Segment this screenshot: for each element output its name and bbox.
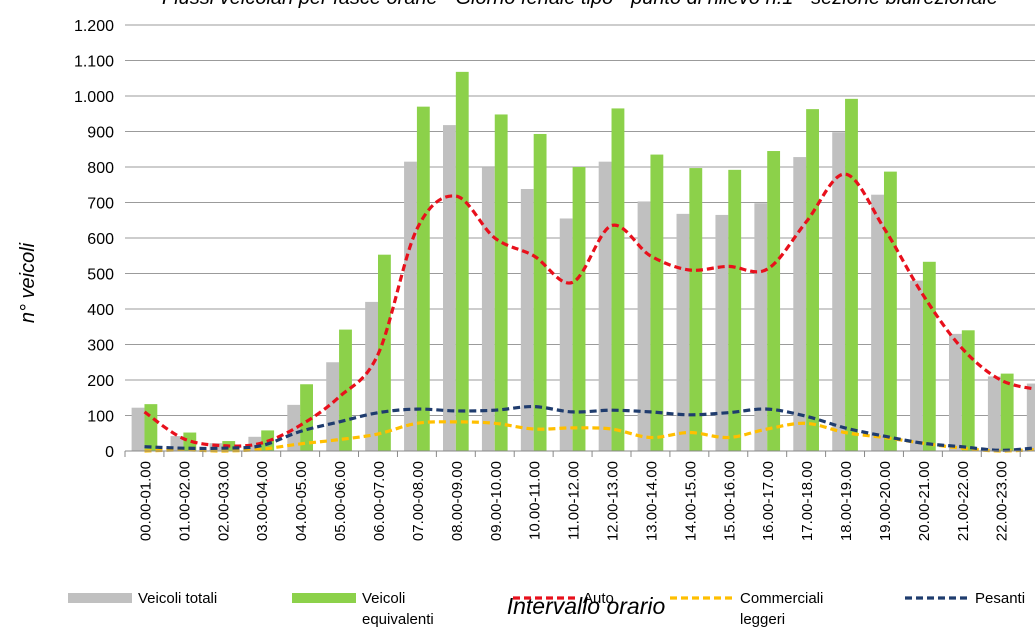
bar xyxy=(883,171,897,452)
bar xyxy=(910,280,923,451)
legend-swatch xyxy=(68,593,132,603)
x-tick-label: 05.00-06.00 xyxy=(332,461,349,541)
x-tick-label: 01.00-02.00 xyxy=(176,461,193,541)
x-tick-label: 13.00-14.00 xyxy=(643,461,660,541)
y-axis: 0 100 200 300 400 500 600 700 800 900 1.000 1.100 1.… xyxy=(74,18,114,461)
bar xyxy=(377,254,391,451)
x-tick-label: 20.00-21.00 xyxy=(916,461,933,541)
bar xyxy=(767,151,781,451)
x-tick-label: 04.00-05.00 xyxy=(293,461,310,541)
x-tick-label: 11.00-12.00 xyxy=(566,461,583,540)
bar xyxy=(676,213,690,451)
bar xyxy=(494,114,508,452)
bar xyxy=(416,106,430,452)
bar xyxy=(832,132,846,451)
x-tick-label: 02.00-03.00 xyxy=(215,461,232,541)
x-tick-label: 12.00-13.00 xyxy=(605,461,622,541)
bar xyxy=(689,168,703,451)
bar xyxy=(183,432,197,451)
legend-label: Veicoli equivalenti xyxy=(362,590,434,628)
y-tick-label: 700 xyxy=(87,196,114,213)
bar xyxy=(650,154,664,451)
bar xyxy=(845,98,858,451)
legend-label: Commerciali leggeri xyxy=(740,590,823,628)
x-tick-label: 10.00-11.00 xyxy=(527,461,544,540)
y-tick-label: 400 xyxy=(87,302,114,319)
x-tick-label: 00.00-01.00 xyxy=(138,461,155,541)
x-axis: 00.00-01.00 01.00-02.00 02.00-03.00 03.00-0… xyxy=(124,451,1035,541)
y-tick-label: 1.100 xyxy=(74,54,114,71)
x-tick-label: 09.00-10.00 xyxy=(488,461,505,541)
series-line xyxy=(143,172,1035,448)
bar xyxy=(922,261,936,451)
lines xyxy=(143,172,1035,453)
legend-label: Auto xyxy=(583,590,614,607)
bar xyxy=(806,109,819,451)
y-tick-label: 800 xyxy=(87,160,114,177)
x-tick-label: 08.00-09.00 xyxy=(449,461,466,541)
x-tick-label: 07.00-08.00 xyxy=(410,461,427,541)
bar xyxy=(533,133,547,452)
legend-label: Veicoli totali xyxy=(138,590,217,607)
series-line xyxy=(144,404,1035,452)
y-tick-label: 600 xyxy=(87,231,114,248)
y-tick-label: 900 xyxy=(87,125,114,142)
bar xyxy=(1000,373,1014,451)
bar xyxy=(144,404,158,451)
bar xyxy=(481,167,495,451)
y-tick-label: 1.200 xyxy=(74,18,114,35)
bar xyxy=(961,330,975,451)
bar xyxy=(871,194,884,451)
bar xyxy=(987,376,1001,451)
x-tick-label: 19.00-20.00 xyxy=(877,461,894,541)
x-tick-label: 03.00-04.00 xyxy=(254,461,271,541)
bar xyxy=(793,157,807,451)
x-tick-label: 16.00-17.00 xyxy=(760,461,777,541)
x-tick-label: 14.00-15.00 xyxy=(682,461,699,541)
bar xyxy=(442,125,456,452)
bar xyxy=(728,169,742,451)
x-tick-label: 15.00-16.00 xyxy=(721,461,738,541)
y-tick-label: 500 xyxy=(87,267,114,284)
x-axis-label: Intervallo orario xyxy=(507,593,666,619)
bar xyxy=(948,333,962,451)
legend: Veicoli totali Veicoli equivalenti Auto Comm… xyxy=(68,590,1025,628)
bar xyxy=(715,214,729,451)
x-tick-label: 21.00-22.00 xyxy=(955,461,972,541)
y-tick-label: 1.000 xyxy=(74,89,114,106)
x-tick-label: 18.00-19.00 xyxy=(838,461,855,541)
bar xyxy=(637,201,651,451)
bar xyxy=(598,161,612,452)
legend-label: Pesanti xyxy=(975,590,1025,607)
bar xyxy=(455,71,469,452)
y-tick-label: 0 xyxy=(105,444,114,461)
y-tick-label: 100 xyxy=(87,409,114,426)
bar xyxy=(754,203,768,451)
bar xyxy=(131,407,145,451)
bar xyxy=(365,301,378,451)
bar xyxy=(520,189,534,451)
y-tick-label: 300 xyxy=(87,338,114,355)
y-tick-label: 200 xyxy=(87,373,114,390)
x-tick-label: 17.00-18.00 xyxy=(799,461,816,541)
x-tick-label: 22.00-23.00 xyxy=(994,461,1011,541)
bar xyxy=(300,384,313,451)
bar xyxy=(287,404,301,451)
y-axis-label: n° veicoli xyxy=(17,242,39,323)
chart-title: Flussi veicolari per fasce orarie - Gior… xyxy=(162,0,998,9)
x-tick-label: 06.00-07.00 xyxy=(371,461,388,541)
bar xyxy=(611,108,625,452)
legend-swatch xyxy=(292,593,356,603)
x-tick-label: 23.00-24.00 xyxy=(1033,461,1035,541)
bar xyxy=(1026,383,1035,451)
bar xyxy=(326,362,340,451)
bar xyxy=(572,167,586,451)
bar xyxy=(559,218,573,451)
bars xyxy=(131,71,1035,452)
